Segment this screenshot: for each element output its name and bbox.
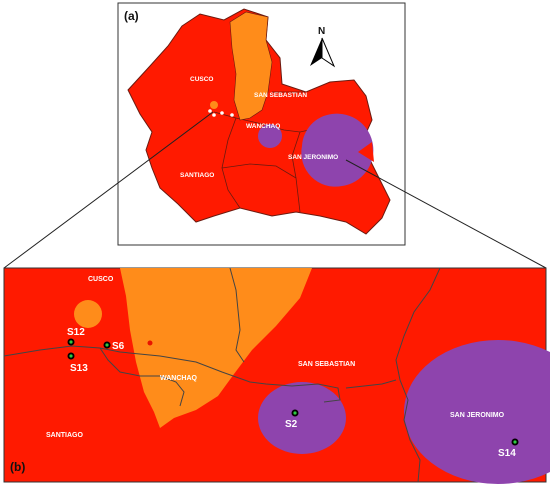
station-label-s2: S2: [285, 419, 298, 430]
overview-district-border: [291, 131, 301, 213]
detail-district-border: [99, 347, 185, 407]
panel-a-label: (a): [124, 9, 139, 23]
station-label-s12: S12: [67, 327, 85, 338]
north-label: N: [318, 26, 325, 37]
inset-connector-left: [3, 111, 214, 269]
overview-district-border: [221, 163, 297, 179]
overview-zone-s2: [258, 124, 282, 148]
detail-district-border: [229, 267, 245, 363]
detail-wanchaq-district: [120, 268, 312, 428]
detail-small-zone: [74, 300, 102, 328]
overview-station-marker: [208, 109, 212, 113]
overview-zone-s14: [301, 113, 374, 187]
detail-district-border: [3, 345, 341, 403]
detail-label-san-sebastian: SAN SEBASTIAN: [298, 361, 355, 368]
overview-label-cusco: CUSCO: [190, 76, 213, 83]
panel-b-label: (b): [10, 460, 25, 474]
overview-station-marker: [212, 113, 216, 117]
overview-wanchaq-district: [229, 11, 273, 121]
station-label-s13: S13: [70, 363, 88, 374]
overview-small-zone: [210, 101, 218, 109]
detail-label-cusco: CUSCO: [88, 276, 114, 283]
station-marker-s14: [511, 438, 519, 446]
overview-label-wanchaq: WANCHAQ: [246, 123, 280, 130]
station-marker-s13: [67, 352, 75, 360]
overview-label-santiago: SANTIAGO: [180, 172, 214, 179]
station-marker-s2: [291, 409, 299, 417]
overview-zone-notch: [358, 142, 374, 162]
detail-district-border: [395, 267, 441, 483]
overview-station-marker: [230, 113, 234, 117]
detail-label-santiago: SANTIAGO: [46, 432, 84, 439]
station-marker-s12: [67, 338, 75, 346]
station-marker-s6: [103, 341, 111, 349]
north-arrow-icon: [310, 37, 336, 68]
overview-station-marker: [220, 111, 224, 115]
detail-red-marker: [147, 340, 153, 346]
detail-zone-s14: [404, 340, 550, 484]
station-label-s6: S6: [112, 341, 125, 352]
inset-connector-right: [345, 159, 547, 269]
detail-district-border: [345, 379, 397, 389]
overview-label-san-sebastian: SAN SEBASTIAN: [254, 92, 307, 99]
detail-label-wanchaq: WANCHAQ: [160, 375, 197, 382]
detail-label-san-jeronimo: SAN JERONIMO: [450, 412, 505, 419]
station-label-s14: S14: [498, 448, 516, 459]
overview-label-san-jeronimo: SAN JERONIMO: [288, 154, 338, 161]
detail-zone-s2: [258, 382, 346, 454]
